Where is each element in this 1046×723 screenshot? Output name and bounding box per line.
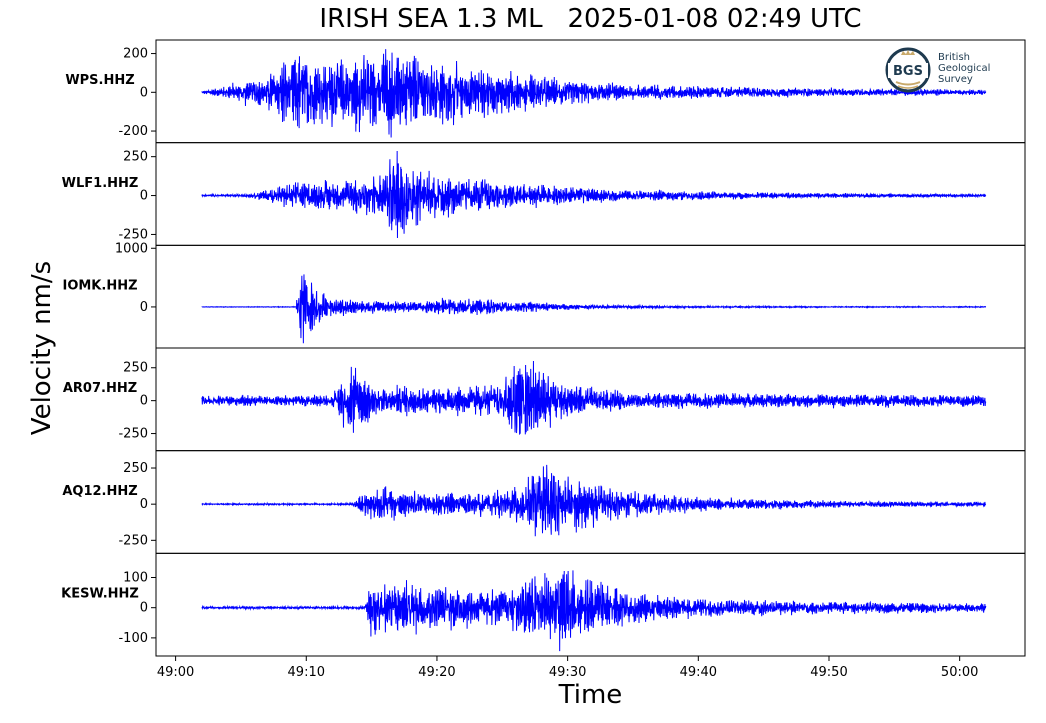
trace-kesw-hhz <box>201 570 987 652</box>
panel-wps-hhz: 200 0 -200 WPS.HHZ <box>65 39 1026 144</box>
y-tick-label: 0 <box>140 497 148 512</box>
y-tick-label: 1000 <box>115 241 148 256</box>
x-tick-label: 49:20 <box>418 665 455 680</box>
x-tick-label: 49:10 <box>288 665 325 680</box>
trace-ar07-hhz <box>201 360 987 435</box>
station-label: AQ12.HHZ <box>62 484 137 499</box>
panel-kesw-hhz: 100 0 -100 KESW.HHZ <box>61 552 1026 657</box>
trace-aq12-hhz <box>201 464 987 537</box>
panel-wlf1-hhz: 250 0 -250 WLF1.HHZ <box>62 142 1026 246</box>
trace-iomk-hhz <box>201 274 987 344</box>
station-label: KESW.HHZ <box>61 586 139 601</box>
x-axis-label: Time <box>558 680 623 710</box>
x-tick-label: 49:30 <box>549 665 586 680</box>
x-tick-label: 50:00 <box>941 665 978 680</box>
y-tick-label: -250 <box>118 427 148 442</box>
logo-mark: BGS <box>893 64 923 79</box>
bgs-logo: BGS British Geological Survey <box>884 46 1004 94</box>
trace-wps-hhz <box>201 49 987 138</box>
y-tick-label: 250 <box>123 461 148 476</box>
y-tick-label: 0 <box>140 300 148 315</box>
panel-frame <box>155 552 1026 657</box>
y-tick-label: -100 <box>118 631 148 646</box>
y-tick-label: 0 <box>140 189 148 204</box>
y-tick-label: 0 <box>140 601 148 616</box>
y-tick-label: -250 <box>118 533 148 548</box>
station-label: WPS.HHZ <box>65 73 134 88</box>
y-tick-label: 200 <box>123 47 148 62</box>
y-tick-label: -250 <box>118 227 148 242</box>
chart-title: IRISH SEA 1.3 ML 2025-01-08 02:49 UTC <box>319 4 862 34</box>
x-axis: 49:00 49:10 49:20 49:30 49:40 49:50 50:00 <box>157 656 978 680</box>
trace-wlf1-hhz <box>201 150 987 239</box>
y-tick-label: 100 <box>123 570 148 585</box>
logo-text: British Geological Survey <box>938 52 990 85</box>
station-label: IOMK.HHZ <box>62 278 137 293</box>
x-tick-label: 49:00 <box>157 665 194 680</box>
bgs-logo-icon: BGS <box>885 47 931 93</box>
y-axis-label: Velocity nm/s <box>27 260 57 436</box>
y-tick-label: -200 <box>118 124 148 139</box>
y-tick-label: 250 <box>123 150 148 165</box>
station-label: WLF1.HHZ <box>62 176 139 191</box>
logo-line-2: Geological <box>938 63 991 74</box>
station-label: AR07.HHZ <box>63 381 137 396</box>
logo-line-3: Survey <box>938 74 973 85</box>
panel-ar07-hhz: 250 0 -250 AR07.HHZ <box>63 347 1026 452</box>
panel-frame <box>155 244 1026 349</box>
panel-aq12-hhz: 250 0 -250 AQ12.HHZ <box>62 450 1026 554</box>
y-tick-label: 0 <box>140 394 148 409</box>
x-tick-label: 49:40 <box>680 665 717 680</box>
panels: 2000-200WPS.HHZ2500-250WLF1.HHZ10000IOMK… <box>61 39 1026 657</box>
logo-line-1: British <box>938 52 970 63</box>
y-tick-label: 250 <box>123 361 148 376</box>
y-tick-label: 0 <box>140 85 148 100</box>
x-tick-label: 49:50 <box>810 665 847 680</box>
